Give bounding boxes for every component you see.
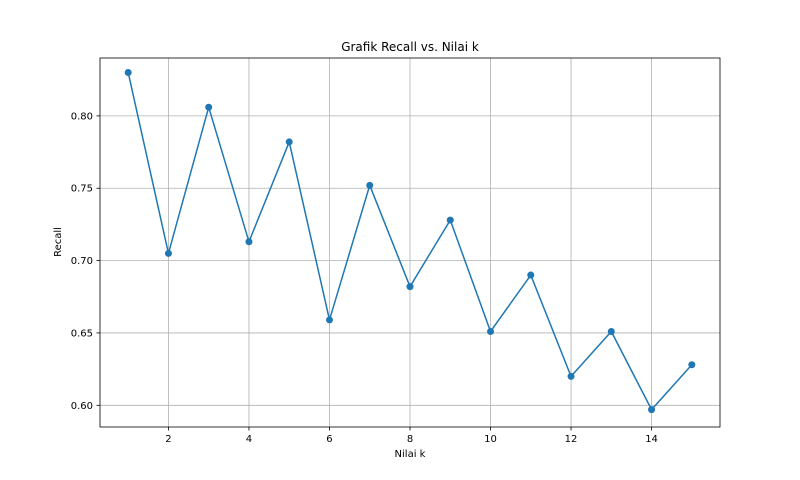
- x-axis-label: Nilai k: [395, 449, 426, 460]
- data-point: [527, 271, 535, 279]
- series: [124, 68, 696, 414]
- y-tick-label: 0.60: [71, 401, 93, 412]
- data-point: [164, 249, 172, 257]
- data-point: [245, 238, 253, 246]
- data-point: [648, 406, 656, 414]
- data-point: [446, 216, 454, 224]
- data-point: [124, 68, 132, 76]
- x-tick-label: 12: [565, 434, 578, 445]
- y-tick-label: 0.75: [71, 184, 93, 195]
- x-tick-label: 10: [484, 434, 497, 445]
- axis-ticks: 2 4 6 8 10 12 14 0.60 0.65 0.70 0.75 0.80: [71, 111, 658, 445]
- data-point: [567, 372, 575, 380]
- y-tick-label: 0.70: [71, 256, 93, 267]
- x-tick-label: 14: [645, 434, 658, 445]
- y-tick-label: 0.80: [71, 111, 93, 122]
- x-tick-label: 8: [407, 434, 413, 445]
- x-tick-label: 2: [165, 434, 171, 445]
- grid: [100, 58, 720, 427]
- data-point: [688, 361, 696, 369]
- data-point: [325, 316, 333, 324]
- data-point: [487, 327, 495, 335]
- data-point: [205, 103, 213, 111]
- data-point: [285, 138, 293, 146]
- data-point: [607, 327, 615, 335]
- x-tick-label: 4: [246, 434, 252, 445]
- x-tick-label: 6: [326, 434, 332, 445]
- y-tick-label: 0.65: [71, 328, 93, 339]
- chart-title: Grafik Recall vs. Nilai k: [341, 40, 479, 54]
- y-axis-label: Recall: [53, 227, 64, 257]
- data-point: [366, 181, 374, 189]
- plot-frame: [99, 57, 721, 428]
- data-point: [406, 283, 414, 291]
